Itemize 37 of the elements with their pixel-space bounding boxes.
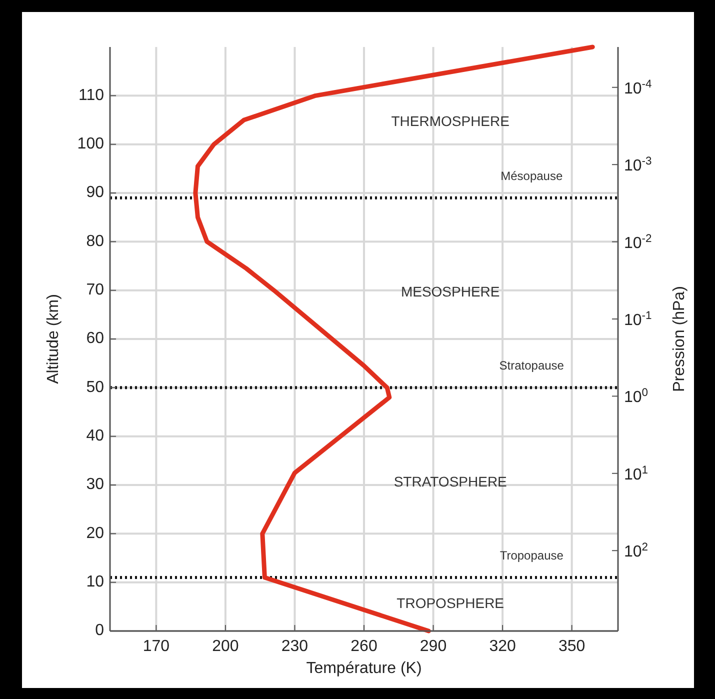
x-tick-label: 290 (420, 638, 447, 655)
y-tick-label: 40 (86, 428, 104, 445)
y2-tick-label: 10$^{2}$ (624, 542, 648, 561)
y-axis-title: Altitude (km) (45, 294, 62, 384)
x-tick-label: 230 (281, 638, 308, 655)
x-axis-title: Température (K) (306, 660, 422, 677)
annotation: STRATOSPHERE (394, 473, 507, 490)
line-series (193, 44, 595, 634)
y-tick-label: 10 (86, 574, 104, 591)
y-tick-label: 30 (86, 476, 104, 494)
y-tick-label: 50 (86, 378, 104, 396)
annotation: TROPOSPHERE (396, 594, 504, 611)
x-tick-label: 350 (558, 638, 586, 655)
y-tick-label: 60 (86, 330, 104, 348)
y-tick-label: 20 (86, 524, 104, 542)
annotation: MESOSPHERE (400, 283, 500, 300)
y-tick-label: 110 (78, 86, 104, 104)
y2-tick-label: 10$^{1}$ (624, 464, 648, 484)
ref-line-label: Tropopause (500, 548, 564, 562)
y-tick-label: 100 (77, 136, 104, 153)
x-tick-label: 260 (350, 638, 378, 655)
y2-tick-label: 10$^{-3}$ (624, 156, 652, 175)
y-tick-label: 80 (86, 232, 104, 250)
y2-tick-label: 10$^{-1}$ (624, 310, 652, 329)
x-tick-label: 320 (489, 638, 516, 655)
y-tick-label: 70 (86, 282, 104, 299)
annotation: THERMOSPHERE (391, 113, 510, 130)
ref-line-label: Mésopause (500, 168, 563, 183)
y2-tick-label: 10$^{-4}$ (624, 78, 652, 98)
y-tick-label: 0 (95, 622, 104, 640)
ref-line-label: Stratopause (499, 358, 564, 373)
x-tick-label: 170 (142, 638, 170, 655)
y2-axis-title: Pression (hPa) (671, 286, 688, 392)
x-tick-label: 200 (212, 638, 239, 655)
y2-tick-label: 10$^{0}$ (624, 387, 648, 406)
y2-tick-label: 10$^{-2}$ (624, 232, 652, 252)
y-tick-label: 90 (86, 184, 104, 202)
